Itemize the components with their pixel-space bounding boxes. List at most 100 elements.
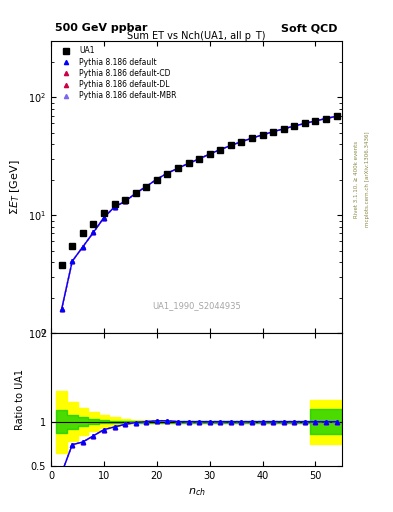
Pythia 8.186 default <box>250 135 254 141</box>
UA1 <box>144 183 149 189</box>
Pythia 8.186 default-CD <box>250 135 254 141</box>
Pythia 8.186 default-DL <box>260 132 265 138</box>
Pythia 8.186 default <box>123 198 127 204</box>
Pythia 8.186 default <box>271 129 275 135</box>
Pythia 8.186 default-DL <box>281 126 286 132</box>
UA1 <box>292 123 297 129</box>
Pythia 8.186 default-MBR <box>239 139 244 145</box>
Pythia 8.186 default <box>228 142 233 148</box>
Pythia 8.186 default-DL <box>165 170 170 176</box>
Line: Pythia 8.186 default: Pythia 8.186 default <box>60 114 339 311</box>
UA1 <box>334 113 339 119</box>
Pythia 8.186 default-CD <box>260 132 265 138</box>
Pythia 8.186 default-DL <box>334 113 339 119</box>
Pythia 8.186 default-MBR <box>324 115 329 121</box>
UA1 <box>313 118 318 124</box>
UA1 <box>281 126 286 132</box>
Pythia 8.186 default <box>239 139 244 145</box>
Pythia 8.186 default-MBR <box>218 146 223 153</box>
Pythia 8.186 default-CD <box>303 120 307 126</box>
Pythia 8.186 default-DL <box>123 198 127 204</box>
Line: Pythia 8.186 default-CD: Pythia 8.186 default-CD <box>60 114 339 311</box>
Text: Soft QCD: Soft QCD <box>281 23 338 33</box>
Pythia 8.186 default-DL <box>271 129 275 135</box>
UA1 <box>102 209 107 216</box>
Pythia 8.186 default <box>197 156 202 162</box>
Pythia 8.186 default-DL <box>313 118 318 124</box>
Pythia 8.186 default-MBR <box>334 113 339 119</box>
Pythia 8.186 default-DL <box>81 244 85 250</box>
Pythia 8.186 default-MBR <box>154 176 159 182</box>
Pythia 8.186 default-CD <box>281 126 286 132</box>
UA1 <box>59 262 64 268</box>
Pythia 8.186 default-CD <box>313 118 318 124</box>
Pythia 8.186 default-CD <box>91 229 96 236</box>
Pythia 8.186 default-CD <box>324 115 329 121</box>
Pythia 8.186 default <box>133 190 138 196</box>
Pythia 8.186 default-DL <box>197 156 202 162</box>
UA1 <box>260 132 265 138</box>
Pythia 8.186 default-MBR <box>112 204 117 210</box>
UA1 <box>133 189 138 196</box>
Pythia 8.186 default-CD <box>218 146 223 153</box>
Pythia 8.186 default-MBR <box>281 126 286 132</box>
Pythia 8.186 default-CD <box>228 142 233 148</box>
Pythia 8.186 default-DL <box>303 120 307 126</box>
Pythia 8.186 default <box>70 258 75 264</box>
UA1 <box>250 135 254 141</box>
Line: Pythia 8.186 default-DL: Pythia 8.186 default-DL <box>60 114 339 311</box>
Pythia 8.186 default-CD <box>239 139 244 145</box>
Pythia 8.186 default-MBR <box>144 183 149 189</box>
Pythia 8.186 default <box>81 244 85 250</box>
Pythia 8.186 default-MBR <box>250 135 254 141</box>
Pythia 8.186 default-DL <box>144 183 149 189</box>
Pythia 8.186 default-CD <box>123 198 127 204</box>
UA1 <box>176 165 180 172</box>
Pythia 8.186 default-MBR <box>303 120 307 126</box>
Pythia 8.186 default-CD <box>197 156 202 162</box>
Pythia 8.186 default-CD <box>165 170 170 176</box>
Pythia 8.186 default-MBR <box>186 160 191 166</box>
Pythia 8.186 default-CD <box>208 151 212 157</box>
UA1 <box>154 177 159 183</box>
Pythia 8.186 default-CD <box>81 244 85 250</box>
Pythia 8.186 default-CD <box>144 183 149 189</box>
UA1 <box>112 201 117 207</box>
Pythia 8.186 default-MBR <box>59 306 64 312</box>
Pythia 8.186 default-CD <box>176 165 180 172</box>
Pythia 8.186 default-CD <box>133 190 138 196</box>
Pythia 8.186 default <box>59 306 64 312</box>
UA1 <box>70 243 75 249</box>
Pythia 8.186 default-MBR <box>70 258 75 264</box>
Pythia 8.186 default <box>324 115 329 121</box>
Pythia 8.186 default <box>186 160 191 166</box>
UA1 <box>239 139 244 145</box>
Pythia 8.186 default-DL <box>102 215 107 221</box>
Pythia 8.186 default <box>334 113 339 119</box>
Text: 500 GeV ppbar: 500 GeV ppbar <box>55 23 147 33</box>
Pythia 8.186 default <box>112 204 117 210</box>
UA1 <box>228 142 233 148</box>
Text: mcplots.cern.ch [arXiv:1306.3436]: mcplots.cern.ch [arXiv:1306.3436] <box>365 132 371 227</box>
Pythia 8.186 default-CD <box>102 215 107 221</box>
Line: UA1: UA1 <box>59 114 340 267</box>
UA1 <box>218 146 223 153</box>
Pythia 8.186 default <box>91 229 96 236</box>
Pythia 8.186 default <box>281 126 286 132</box>
Pythia 8.186 default-DL <box>208 151 212 157</box>
Legend: UA1, Pythia 8.186 default, Pythia 8.186 default-CD, Pythia 8.186 default-DL, Pyt: UA1, Pythia 8.186 default, Pythia 8.186 … <box>55 45 178 102</box>
Pythia 8.186 default-DL <box>70 258 75 264</box>
Pythia 8.186 default-DL <box>228 142 233 148</box>
Pythia 8.186 default-MBR <box>165 170 170 176</box>
Line: Pythia 8.186 default-MBR: Pythia 8.186 default-MBR <box>60 114 339 311</box>
Title: Sum ET vs Nch(UA1, all p_T): Sum ET vs Nch(UA1, all p_T) <box>127 30 266 41</box>
Pythia 8.186 default-MBR <box>228 142 233 148</box>
Pythia 8.186 default-DL <box>186 160 191 166</box>
UA1 <box>324 115 329 121</box>
UA1 <box>81 230 85 237</box>
Pythia 8.186 default-DL <box>324 115 329 121</box>
Pythia 8.186 default-DL <box>292 123 297 129</box>
Pythia 8.186 default-CD <box>112 204 117 210</box>
Pythia 8.186 default-DL <box>112 204 117 210</box>
Pythia 8.186 default-CD <box>186 160 191 166</box>
